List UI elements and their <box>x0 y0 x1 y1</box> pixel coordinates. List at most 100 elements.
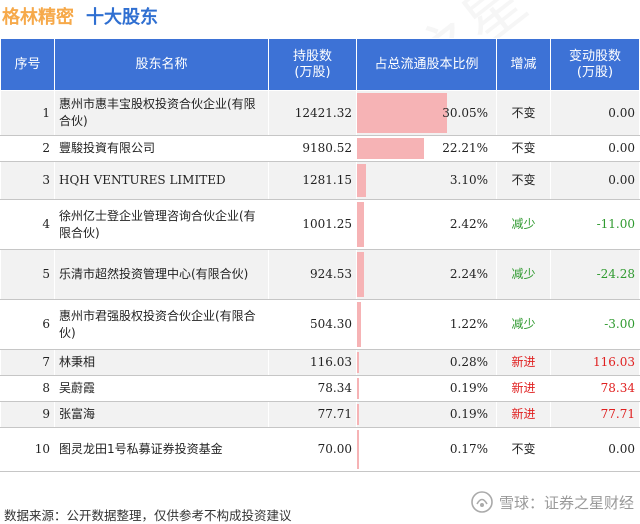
holder-name: 徐州亿士登企业管理咨询合伙企业(有限合伙) <box>54 199 269 250</box>
row-index: 7 <box>0 349 55 376</box>
section-title: 十大股东 <box>86 7 158 28</box>
ratio-cell: 30.05% <box>356 90 497 136</box>
holding-shares: 116.03 <box>268 349 357 376</box>
ratio-label: 30.05% <box>442 105 488 120</box>
ratio-cell: 0.28% <box>356 349 497 376</box>
col-header-ratio: 占总流通股本比例 <box>356 38 497 91</box>
change-shares: 0.00 <box>550 90 640 136</box>
holder-name: HQH VENTURES LIMITED <box>54 161 269 200</box>
table-row: 4 徐州亿士登企业管理咨询合伙企业(有限合伙) 1001.25 2.42% 减少 -11.… <box>0 199 640 250</box>
holding-shares: 504.30 <box>268 299 357 350</box>
change-status: 不变 <box>496 135 551 162</box>
change-shares: 0.00 <box>550 427 640 472</box>
ratio-cell: 0.19% <box>356 401 497 428</box>
change-status: 不变 <box>496 90 551 136</box>
ratio-cell: 1.22% <box>356 299 497 350</box>
col-header-change: 增减 <box>496 38 551 91</box>
change-shares: -3.00 <box>550 299 640 350</box>
row-index: 5 <box>0 249 55 300</box>
table-header-row: 序号 股东名称 持股数 (万股) 占总流通股本比例 增减 变动股数 (万股) <box>0 38 640 91</box>
ratio-cell: 3.10% <box>356 161 497 200</box>
ratio-label: 0.19% <box>449 381 488 395</box>
holding-shares: 924.53 <box>268 249 357 300</box>
company-name: 格林精密 <box>2 7 74 28</box>
row-index: 1 <box>0 90 55 136</box>
table-row: 3 HQH VENTURES LIMITED 1281.15 3.10% 不变 0.00 <box>0 161 640 200</box>
change-shares: 116.03 <box>550 349 640 376</box>
holding-shares: 1281.15 <box>268 161 357 200</box>
brand-watermark: 雪球：证券之星财经 <box>471 491 634 513</box>
holding-shares: 1001.25 <box>268 199 357 250</box>
data-source-note: 数据来源：公开数据整理，仅供参考不构成投资建议 <box>4 508 292 523</box>
holder-name: 吴蔚霞 <box>54 375 269 402</box>
holder-name: 乐清市超然投资管理中心(有限合伙) <box>54 249 269 300</box>
row-index: 8 <box>0 375 55 402</box>
change-status: 减少 <box>496 199 551 250</box>
col-header-shares: 持股数 (万股) <box>268 38 357 91</box>
table-row: 6 惠州市君强股权投资合伙企业(有限合伙) 504.30 1.22% 减少 -3.00 <box>0 299 640 350</box>
ratio-bar <box>357 164 366 197</box>
row-index: 3 <box>0 161 55 200</box>
change-status: 减少 <box>496 299 551 350</box>
ratio-cell: 2.24% <box>356 249 497 300</box>
ratio-label: 0.17% <box>449 442 488 456</box>
ratio-bar <box>357 252 364 297</box>
row-index: 6 <box>0 299 55 350</box>
col-header-index: 序号 <box>0 38 55 91</box>
col-header-delta: 变动股数 (万股) <box>550 38 640 91</box>
ratio-bar <box>357 352 359 373</box>
ratio-label: 0.28% <box>449 355 488 369</box>
change-status: 新进 <box>496 375 551 402</box>
row-index: 4 <box>0 199 55 250</box>
change-shares: 0.00 <box>550 161 640 200</box>
table-row: 10 图灵龙田1号私募证券投资基金 70.00 0.17% 不变 0.00 <box>0 427 640 472</box>
holder-name: 豐駿投資有限公司 <box>54 135 269 162</box>
change-status: 不变 <box>496 427 551 472</box>
shareholder-table: 序号 股东名称 持股数 (万股) 占总流通股本比例 增减 变动股数 (万股) 1… <box>0 38 640 472</box>
page-title: 格林精密 十大股东 <box>2 3 158 28</box>
holding-shares: 9180.52 <box>268 135 357 162</box>
holder-name: 惠州市惠丰宝股权投资合伙企业(有限合伙) <box>54 90 269 136</box>
ratio-label: 0.19% <box>449 407 488 421</box>
ratio-cell: 2.42% <box>356 199 497 250</box>
holding-shares: 70.00 <box>268 427 357 472</box>
ratio-bar <box>357 430 359 469</box>
ratio-bar <box>357 378 359 399</box>
ratio-label: 1.22% <box>449 317 488 331</box>
ratio-label: 3.10% <box>449 173 488 187</box>
change-shares: -24.28 <box>550 249 640 300</box>
holder-name: 惠州市君强股权投资合伙企业(有限合伙) <box>54 299 269 350</box>
holding-shares: 12421.32 <box>268 90 357 136</box>
snowball-logo-icon <box>471 491 493 513</box>
row-index: 10 <box>0 427 55 472</box>
change-status: 不变 <box>496 161 551 200</box>
ratio-label: 22.21% <box>442 141 488 155</box>
ratio-label: 2.42% <box>449 217 488 231</box>
change-shares: 78.34 <box>550 375 640 402</box>
change-status: 减少 <box>496 249 551 300</box>
ratio-cell: 22.21% <box>356 135 497 162</box>
holder-name: 图灵龙田1号私募证券投资基金 <box>54 427 269 472</box>
change-status: 新进 <box>496 401 551 428</box>
table-row: 7 林秉相 116.03 0.28% 新进 116.03 <box>0 349 640 376</box>
ratio-bar <box>357 202 364 247</box>
table-row: 9 张富海 77.71 0.19% 新进 77.71 <box>0 401 640 428</box>
table-row: 2 豐駿投資有限公司 9180.52 22.21% 不变 0.00 <box>0 135 640 162</box>
table-row: 1 惠州市惠丰宝股权投资合伙企业(有限合伙) 12421.32 30.05% 不变 0.0… <box>0 90 640 136</box>
change-shares: -11.00 <box>550 199 640 250</box>
ratio-label: 2.24% <box>449 267 488 281</box>
change-status: 新进 <box>496 349 551 376</box>
holding-shares: 78.34 <box>268 375 357 402</box>
holder-name: 林秉相 <box>54 349 269 376</box>
ratio-bar <box>357 138 424 159</box>
table-row: 8 吴蔚霞 78.34 0.19% 新进 78.34 <box>0 375 640 402</box>
table-row: 5 乐清市超然投资管理中心(有限合伙) 924.53 2.24% 减少 -24.28 <box>0 249 640 300</box>
holder-name: 张富海 <box>54 401 269 428</box>
change-shares: 77.71 <box>550 401 640 428</box>
row-index: 2 <box>0 135 55 162</box>
brand-text: 雪球：证券之星财经 <box>498 493 634 512</box>
ratio-cell: 0.17% <box>356 427 497 472</box>
holding-shares: 77.71 <box>268 401 357 428</box>
col-header-name: 股东名称 <box>54 38 269 91</box>
ratio-cell: 0.19% <box>356 375 497 402</box>
